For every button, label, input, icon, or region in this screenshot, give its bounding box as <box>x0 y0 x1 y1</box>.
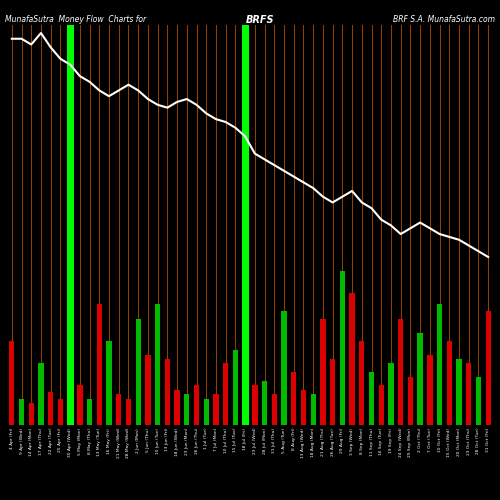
Bar <box>9 342 15 425</box>
Bar <box>28 403 34 425</box>
Bar <box>87 398 92 425</box>
Bar <box>291 372 296 425</box>
Bar <box>77 386 82 425</box>
Text: MunafaSutra  Money Flow  Charts for: MunafaSutra Money Flow Charts for <box>5 15 146 24</box>
Bar <box>310 394 316 425</box>
Bar <box>106 342 112 425</box>
Bar <box>340 271 345 425</box>
Bar <box>437 304 442 425</box>
Bar <box>232 350 238 425</box>
Bar <box>58 398 63 425</box>
Bar <box>418 332 423 425</box>
Bar <box>466 364 471 425</box>
Bar <box>19 398 24 425</box>
Bar <box>476 376 481 425</box>
Bar <box>66 25 73 425</box>
Bar <box>38 364 44 425</box>
Bar <box>456 359 462 425</box>
Bar <box>155 304 160 425</box>
Bar <box>350 293 355 425</box>
Bar <box>320 320 326 425</box>
Bar <box>214 394 218 425</box>
Bar <box>184 394 190 425</box>
Bar <box>145 354 150 425</box>
Bar <box>174 390 180 425</box>
Bar <box>204 398 209 425</box>
Bar <box>272 394 277 425</box>
Text: BRFS: BRFS <box>246 15 274 25</box>
Bar <box>330 359 336 425</box>
Bar <box>252 386 258 425</box>
Text: BRF S.A. MunafaSutra.com: BRF S.A. MunafaSutra.com <box>393 15 495 24</box>
Bar <box>223 364 228 425</box>
Bar <box>282 310 286 425</box>
Bar <box>408 376 413 425</box>
Bar <box>48 392 54 425</box>
Bar <box>96 304 102 425</box>
Bar <box>126 398 131 425</box>
Bar <box>369 372 374 425</box>
Bar <box>398 320 404 425</box>
Bar <box>301 390 306 425</box>
Bar <box>486 310 491 425</box>
Bar <box>446 342 452 425</box>
Bar <box>427 354 432 425</box>
Bar <box>164 359 170 425</box>
Bar <box>262 381 268 425</box>
Bar <box>194 386 199 425</box>
Bar <box>359 342 364 425</box>
Bar <box>378 386 384 425</box>
Bar <box>136 320 141 425</box>
Bar <box>388 364 394 425</box>
Bar <box>242 25 248 425</box>
Bar <box>116 394 121 425</box>
